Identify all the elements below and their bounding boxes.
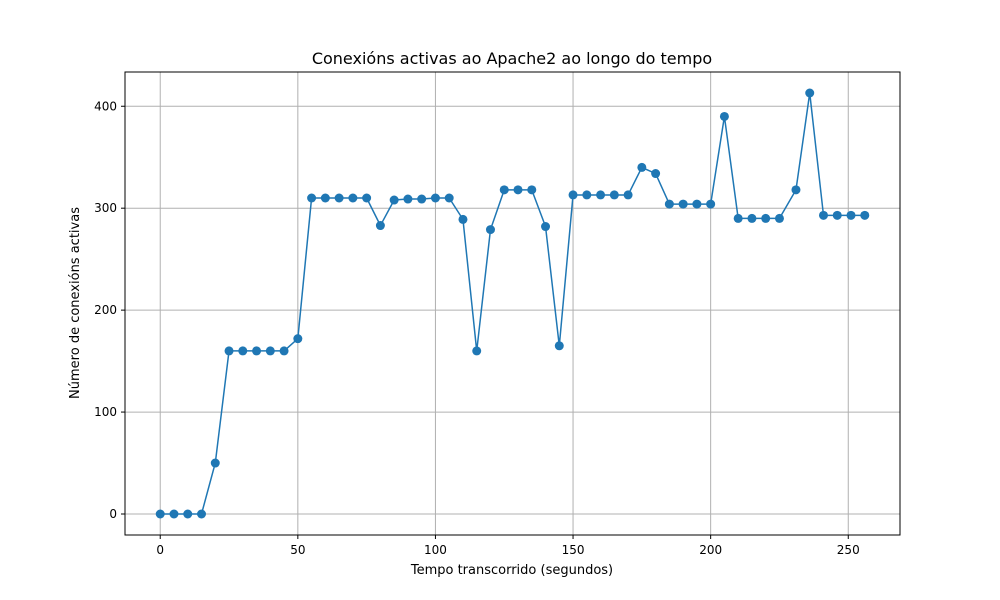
data-point xyxy=(596,190,606,200)
y-axis-label: Número de conexións activas xyxy=(68,207,83,399)
data-point xyxy=(846,210,856,220)
data-point xyxy=(293,334,303,344)
x-axis: 0 50 100 150 200 250 xyxy=(156,535,860,557)
data-point xyxy=(706,199,716,209)
data-point xyxy=(472,346,482,356)
data-point xyxy=(197,509,207,519)
x-tick-label: 150 xyxy=(562,543,585,557)
data-point xyxy=(210,458,220,468)
data-point xyxy=(320,193,330,203)
data-point xyxy=(238,346,248,356)
data-point xyxy=(417,194,427,204)
series-layer xyxy=(155,88,870,519)
data-point xyxy=(637,162,647,172)
x-tick-label: 250 xyxy=(837,543,860,557)
x-tick-label: 50 xyxy=(290,543,305,557)
data-point xyxy=(582,190,592,200)
x-tick-label: 100 xyxy=(424,543,447,557)
data-point xyxy=(430,193,440,203)
data-point xyxy=(307,193,317,203)
data-point xyxy=(279,346,289,356)
data-point xyxy=(513,185,523,195)
data-point xyxy=(499,185,509,195)
data-point xyxy=(348,193,358,203)
data-point xyxy=(444,193,454,203)
data-point xyxy=(774,213,784,223)
data-point xyxy=(362,193,372,203)
data-point xyxy=(651,169,661,179)
data-point xyxy=(733,213,743,223)
data-point xyxy=(155,509,165,519)
data-point xyxy=(719,111,729,121)
data-point xyxy=(375,221,385,231)
data-point xyxy=(183,509,193,519)
data-point xyxy=(334,193,344,203)
data-point xyxy=(169,509,179,519)
data-point xyxy=(747,213,757,223)
data-point xyxy=(832,210,842,220)
data-point xyxy=(252,346,262,356)
data-point xyxy=(761,213,771,223)
data-point xyxy=(389,195,399,205)
data-point xyxy=(265,346,275,356)
y-tick-label: 0 xyxy=(109,507,117,521)
y-axis: 0 100 200 300 400 xyxy=(94,99,125,521)
data-point xyxy=(623,190,633,200)
y-tick-label: 300 xyxy=(94,201,117,215)
x-axis-label: Tempo transcorrido (segundos) xyxy=(410,563,613,578)
data-point xyxy=(805,88,815,98)
data-point xyxy=(791,185,801,195)
data-point xyxy=(818,210,828,220)
x-tick-label: 0 xyxy=(156,543,164,557)
data-point xyxy=(527,185,537,195)
data-point xyxy=(692,199,702,209)
data-point xyxy=(609,190,619,200)
y-tick-label: 100 xyxy=(94,405,117,419)
chart-title: Conexións activas ao Apache2 ao longo do… xyxy=(312,49,712,68)
data-point xyxy=(224,346,234,356)
data-point xyxy=(458,214,468,224)
data-point xyxy=(403,194,413,204)
grid xyxy=(125,72,900,535)
y-tick-label: 200 xyxy=(94,303,117,317)
plot-frame xyxy=(124,71,901,536)
x-tick-label: 200 xyxy=(699,543,722,557)
series-line xyxy=(160,92,865,515)
data-point xyxy=(568,190,578,200)
data-point xyxy=(860,210,870,220)
y-tick-label: 400 xyxy=(94,99,117,113)
data-point xyxy=(485,225,495,235)
data-point xyxy=(678,199,688,209)
data-point xyxy=(541,222,551,232)
data-point xyxy=(554,341,564,351)
data-point xyxy=(664,199,674,209)
